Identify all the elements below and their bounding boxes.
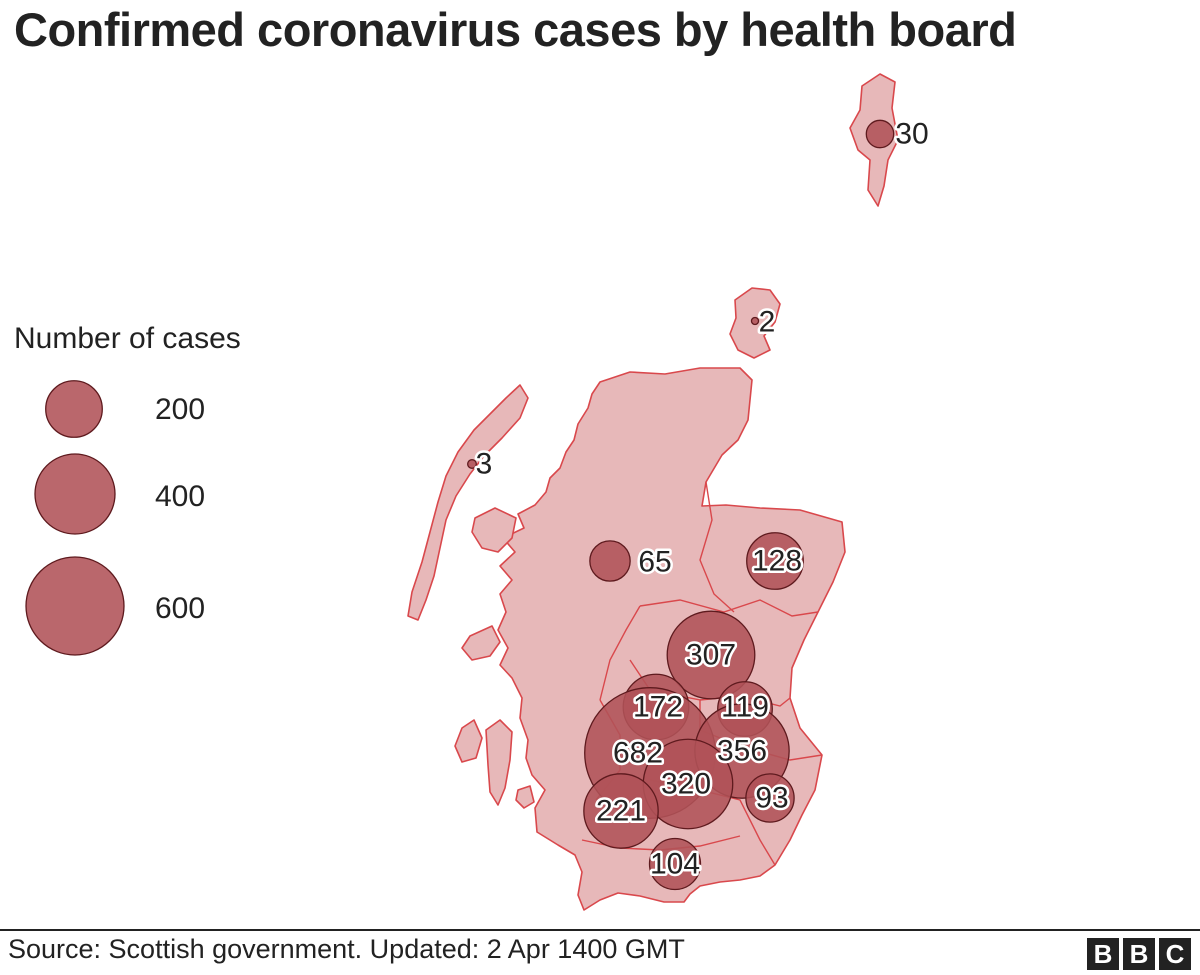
bbc-logo: B B C xyxy=(1087,938,1191,970)
case-bubble xyxy=(589,540,631,582)
legend-label-400: 400 xyxy=(155,480,206,513)
outer-hebrides xyxy=(407,384,529,621)
case-count-label: 307 xyxy=(686,639,736,672)
legend-bubble xyxy=(25,556,125,656)
case-bubble xyxy=(648,837,702,891)
case-bubble xyxy=(467,459,477,469)
case-count-label: 221 xyxy=(596,795,646,828)
bbc-logo-letter: C xyxy=(1159,938,1191,970)
case-count-label: 172 xyxy=(633,691,683,724)
case-count-label: 128 xyxy=(752,545,802,578)
bubble-circles xyxy=(467,119,895,891)
mull xyxy=(461,625,501,661)
case-bubble xyxy=(745,773,795,823)
map-title: Confirmed coronavirus cases by health bo… xyxy=(14,3,1017,56)
case-bubble xyxy=(750,316,760,326)
legend-label-200: 200 xyxy=(155,393,206,426)
legend-bubble xyxy=(34,453,116,535)
bbc-logo-letter: B xyxy=(1087,938,1119,970)
case-bubble xyxy=(865,119,895,149)
case-count-label: 119 xyxy=(721,691,769,724)
islay-jura xyxy=(454,719,483,763)
bbc-logo-letter: B xyxy=(1123,938,1155,970)
legend-label-600: 600 xyxy=(155,592,206,625)
source-note: Source: Scottish government. Updated: 2 … xyxy=(8,934,685,964)
case-count-label: 320 xyxy=(661,768,711,801)
skye xyxy=(471,507,517,553)
legend-bubbles xyxy=(25,380,125,656)
legend-title: Number of cases xyxy=(14,322,241,355)
arran xyxy=(515,785,535,809)
legend-bubble xyxy=(45,380,103,438)
case-count-label: 65 xyxy=(638,546,671,579)
grampian-tayside-border xyxy=(639,599,819,617)
footer-divider xyxy=(0,929,1200,931)
case-count-label: 104 xyxy=(650,848,700,881)
case-bubble xyxy=(746,532,804,590)
case-bubble xyxy=(583,773,659,849)
kintyre xyxy=(485,719,513,806)
case-count-label: 356 xyxy=(717,735,767,768)
case-count-label: 30 xyxy=(895,118,928,151)
highland-tayside-border xyxy=(599,605,641,701)
case-bubble xyxy=(666,610,756,700)
highland-grampian-border xyxy=(699,481,735,613)
case-count-label: 2 xyxy=(759,306,776,339)
case-count-label: 93 xyxy=(755,782,788,815)
case-count-label: 3 xyxy=(476,448,493,481)
case-count-label: 682 xyxy=(613,737,663,770)
